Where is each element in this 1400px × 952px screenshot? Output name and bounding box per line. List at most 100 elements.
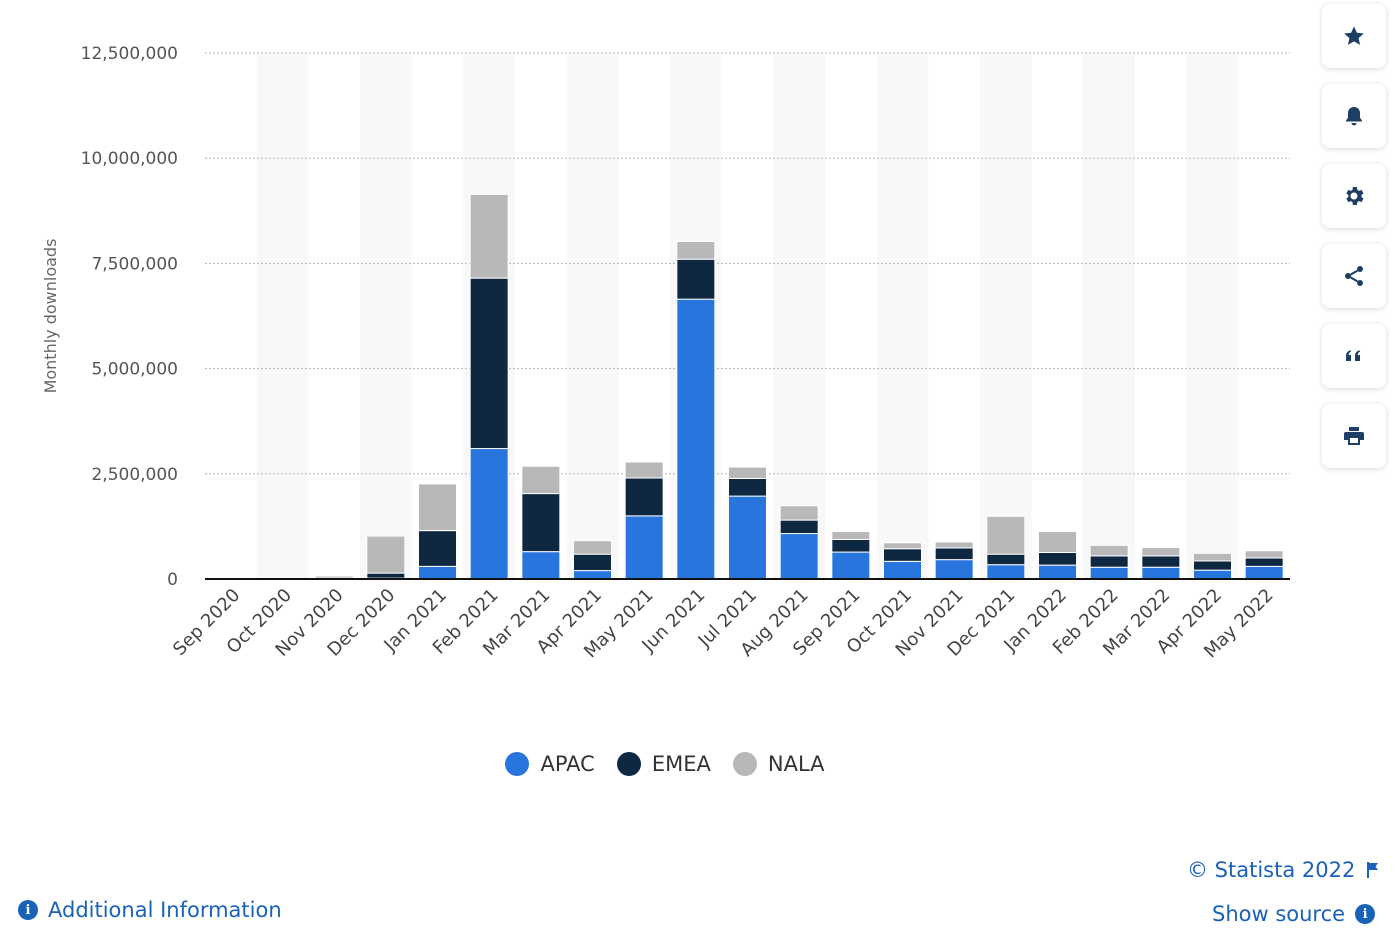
chart-legend: APAC EMEA NALA — [0, 752, 1330, 776]
legend-dot-emea — [616, 752, 641, 776]
column-band — [1083, 53, 1135, 579]
bar-apac[interactable]: Feb 2021 APAC: 3,100,000 — [469, 448, 509, 580]
bar-emea[interactable]: Feb 2021 EMEA: 4,050,000 — [469, 277, 509, 450]
bar-emea[interactable]: May 2022 EMEA: 200,000 — [1244, 557, 1284, 567]
cite-button[interactable] — [1322, 324, 1386, 388]
bar-nala[interactable]: Jun 2021 NALA: 420,000 — [676, 241, 716, 260]
bar-emea[interactable]: Apr 2022 EMEA: 220,000 — [1193, 560, 1232, 571]
bar-emea[interactable]: Mar 2021 EMEA: 1,380,000 — [521, 493, 561, 553]
bar-nala[interactable]: Oct 2021 NALA: 140,000 — [883, 542, 922, 550]
bar-apac[interactable]: Mar 2021 APAC: 650,000 — [521, 551, 561, 580]
bar-emea[interactable]: Dec 2020 EMEA: 120,000 — [366, 572, 406, 579]
share-button[interactable] — [1322, 244, 1386, 308]
column-band — [980, 53, 1032, 579]
bar-apac[interactable]: Jun 2021 APAC: 6,650,000 — [676, 298, 716, 580]
bar-emea[interactable]: Jul 2021 EMEA: 420,000 — [728, 477, 767, 497]
bar-emea[interactable]: Jun 2021 EMEA: 950,000 — [676, 258, 716, 300]
bar-apac[interactable]: Jan 2021 APAC: 300,000 — [418, 565, 457, 580]
bar-apac[interactable]: Sep 2021 APAC: 640,000 — [831, 551, 871, 580]
legend-label-emea: EMEA — [651, 752, 711, 776]
bar-apac[interactable]: May 2021 APAC: 1,500,000 — [624, 515, 664, 580]
bar-apac[interactable]: Feb 2022 APAC: 280,000 — [1089, 566, 1129, 580]
additional-information-text: Additional Information — [48, 898, 282, 922]
favorite-button[interactable] — [1322, 4, 1386, 68]
bar-nala[interactable]: Sep 2021 NALA: 190,000 — [831, 530, 871, 540]
y-axis-ticks: 0 2,500,000 5,000,000 7,500,000 10,000,000 12… — [81, 44, 178, 590]
bar-emea[interactable]: Dec 2021 EMEA: 250,000 — [986, 553, 1026, 566]
bar-nala[interactable]: Feb 2022 NALA: 250,000 — [1089, 544, 1129, 557]
bar-emea[interactable]: Sep 2021 EMEA: 300,000 — [831, 538, 871, 553]
bar-nala[interactable]: Dec 2021 NALA: 900,000 — [986, 515, 1026, 555]
bar-nala[interactable]: May 2021 NALA: 380,000 — [624, 461, 664, 479]
legend-item-nala[interactable]: NALA — [732, 752, 825, 776]
bar-emea[interactable]: May 2021 EMEA: 900,000 — [624, 477, 664, 517]
bar-nala[interactable]: Jan 2021 NALA: 1,110,000 — [418, 483, 457, 532]
bar-nala[interactable]: Apr 2022 NALA: 180,000 — [1193, 552, 1232, 562]
bar-nala[interactable]: Nov 2021 NALA: 140,000 — [934, 541, 974, 549]
legend-dot-apac — [505, 752, 530, 776]
bar-apac[interactable]: Jan 2022 APAC: 330,000 — [1038, 564, 1077, 580]
bar-emea[interactable]: Feb 2022 EMEA: 270,000 — [1089, 555, 1129, 568]
show-source-link[interactable]: Show source i — [1212, 902, 1376, 926]
column-band — [360, 53, 412, 579]
bar-nala[interactable]: Mar 2022 NALA: 200,000 — [1141, 546, 1181, 557]
bar-apac[interactable]: Aug 2021 APAC: 1,080,000 — [779, 533, 819, 580]
print-button[interactable] — [1322, 404, 1386, 468]
bar-apac[interactable]: Dec 2021 APAC: 340,000 — [986, 564, 1026, 580]
y-tick-label: 2,500,000 — [91, 465, 178, 485]
bar-apac[interactable]: May 2022 APAC: 300,000 — [1244, 565, 1284, 580]
column-band — [566, 53, 619, 579]
bar-nala[interactable]: Jul 2021 NALA: 270,000 — [728, 466, 767, 479]
y-tick-label: 10,000,000 — [81, 149, 178, 169]
bar-nala[interactable]: Dec 2020 NALA: 880,000 — [366, 535, 406, 574]
legend-dot-nala — [732, 752, 757, 776]
additional-information-link[interactable]: i Additional Information — [18, 898, 282, 922]
legend-label-apac: APAC — [540, 752, 595, 776]
info-icon: i — [1355, 904, 1376, 924]
bar-apac[interactable]: Oct 2021 APAC: 420,000 — [883, 560, 922, 580]
bar-emea[interactable]: Oct 2021 EMEA: 300,000 — [883, 548, 922, 562]
bar-nala[interactable]: Feb 2021 NALA: 1,990,000 — [469, 193, 509, 279]
gear-icon — [1346, 187, 1364, 205]
quote-icon — [1346, 350, 1361, 361]
column-band — [256, 53, 309, 579]
bar-nala[interactable]: Aug 2021 NALA: 340,000 — [779, 505, 819, 521]
bar-emea[interactable]: Nov 2021 EMEA: 280,000 — [934, 547, 974, 561]
y-tick-label: 12,500,000 — [81, 44, 178, 64]
bar-emea[interactable]: Jan 2021 EMEA: 850,000 — [418, 530, 457, 567]
copyright-link[interactable]: © Statista 2022 — [1187, 858, 1381, 882]
bar-nala[interactable]: Mar 2021 NALA: 650,000 — [521, 465, 561, 495]
column-band — [876, 53, 929, 579]
column-band — [773, 53, 825, 579]
y-tick-label: 5,000,000 — [91, 360, 178, 380]
share-icon — [1345, 266, 1363, 286]
bar-emea[interactable]: Apr 2021 EMEA: 390,000 — [573, 553, 612, 572]
bar-apac[interactable]: Jul 2021 APAC: 1,970,000 — [728, 495, 767, 580]
legend-item-apac[interactable]: APAC — [505, 752, 595, 776]
y-axis-label: Monthly downloads — [41, 239, 60, 394]
settings-button[interactable] — [1322, 164, 1386, 228]
gridlines — [205, 52, 1290, 475]
bar-nala[interactable]: Jan 2022 NALA: 500,000 — [1038, 530, 1077, 553]
bar-nala[interactable]: Apr 2021 NALA: 320,000 — [573, 540, 612, 555]
bar-emea[interactable]: Aug 2021 EMEA: 320,000 — [779, 519, 819, 535]
y-tick-label: 7,500,000 — [91, 254, 178, 274]
bar-emea[interactable]: Jan 2022 EMEA: 300,000 — [1038, 551, 1077, 566]
y-tick-label: 0 — [167, 570, 178, 590]
notification-button[interactable] — [1322, 84, 1386, 148]
bar-apac[interactable]: Apr 2021 APAC: 200,000 — [573, 570, 612, 580]
bar-emea[interactable]: Mar 2022 EMEA: 270,000 — [1141, 555, 1181, 568]
bar-nala[interactable]: May 2022 NALA: 170,000 — [1244, 550, 1284, 559]
star-icon — [1344, 26, 1364, 45]
flag-icon — [1367, 862, 1379, 878]
legend-item-emea[interactable]: EMEA — [616, 752, 711, 776]
bar-apac[interactable]: Nov 2021 APAC: 460,000 — [934, 559, 974, 580]
stacked-bar-chart: 0 2,500,000 5,000,000 7,500,000 10,000,000 12… — [41, 44, 1290, 662]
column-band — [1186, 53, 1239, 579]
bar-apac[interactable]: Mar 2022 APAC: 280,000 — [1141, 566, 1181, 580]
bar-apac[interactable]: Apr 2022 APAC: 210,000 — [1193, 569, 1232, 580]
print-icon — [1344, 427, 1364, 445]
copyright-text: © Statista 2022 — [1187, 858, 1356, 882]
bar-nala[interactable]: Nov 2020 NALA: 50,000 — [314, 575, 354, 579]
